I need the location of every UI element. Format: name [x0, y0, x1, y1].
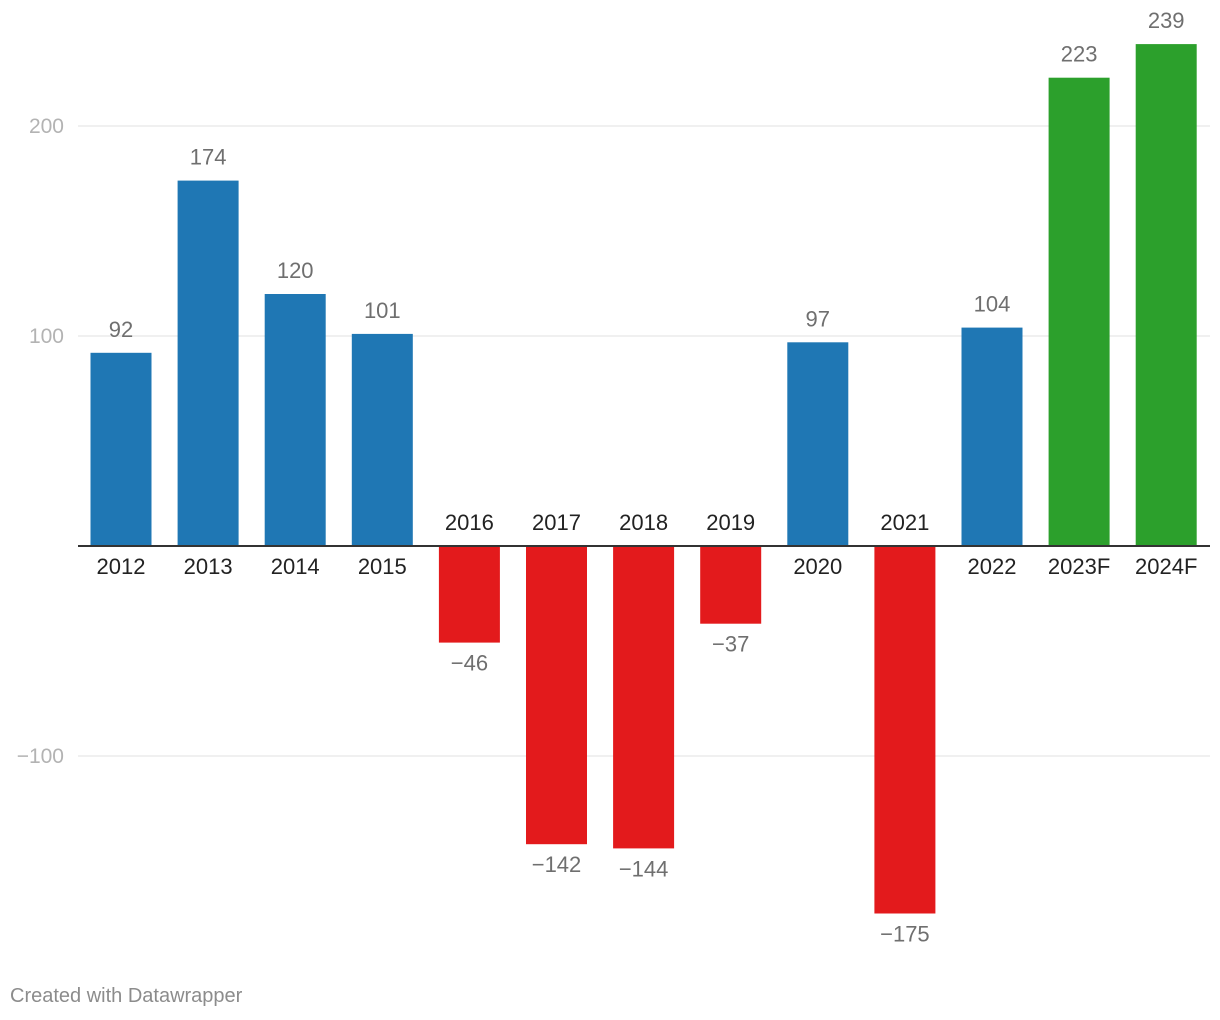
x-tick-label: 2014: [271, 554, 320, 579]
data-label: 120: [277, 258, 314, 283]
y-tick-label: 200: [29, 115, 64, 138]
bar-2014: [264, 294, 326, 546]
x-tick-label: 2018: [619, 510, 668, 535]
data-label: 239: [1148, 8, 1185, 33]
bar-2016: [438, 546, 500, 643]
bars: [90, 44, 1197, 914]
x-tick-label: 2017: [532, 510, 581, 535]
bar-2015: [351, 333, 413, 546]
y-tick-label: 100: [29, 325, 64, 348]
bar-2020: [787, 342, 849, 546]
y-tick-label: −100: [17, 745, 64, 768]
x-tick-label: 2020: [793, 554, 842, 579]
data-label: 223: [1061, 42, 1098, 67]
data-label: −175: [880, 922, 930, 947]
bar-2021: [874, 546, 936, 914]
data-label: 174: [190, 145, 227, 170]
data-label: −37: [712, 632, 749, 657]
data-label: 97: [806, 306, 830, 331]
bar-2024F: [1135, 44, 1197, 546]
x-tick-label: 2022: [968, 554, 1017, 579]
data-label: 92: [109, 317, 133, 342]
data-label: 101: [364, 298, 401, 323]
bar-2023F: [1048, 77, 1110, 546]
data-label: 104: [974, 292, 1011, 317]
bar-2022: [961, 327, 1023, 546]
x-tick-label: 2015: [358, 554, 407, 579]
bar-2019: [700, 546, 762, 624]
x-tick-label: 2019: [706, 510, 755, 535]
data-label: −46: [451, 651, 488, 676]
data-label: −142: [532, 852, 582, 877]
data-label: −144: [619, 856, 669, 881]
bar-2012: [90, 352, 152, 546]
credit-text: Created with Datawrapper: [10, 985, 243, 1007]
x-tick-label: 2023F: [1048, 554, 1110, 579]
labels: 200 100 −100 2012 92 2013 174 2014 120 2015 101 201…: [17, 8, 1198, 946]
bar-2013: [177, 180, 239, 546]
bar-2018: [613, 546, 675, 849]
x-tick-label: 2021: [880, 510, 929, 535]
x-tick-label: 2016: [445, 510, 494, 535]
x-tick-label: 2012: [97, 554, 146, 579]
x-tick-label: 2024F: [1135, 554, 1197, 579]
x-tick-label: 2013: [184, 554, 233, 579]
bar-2017: [526, 546, 587, 845]
